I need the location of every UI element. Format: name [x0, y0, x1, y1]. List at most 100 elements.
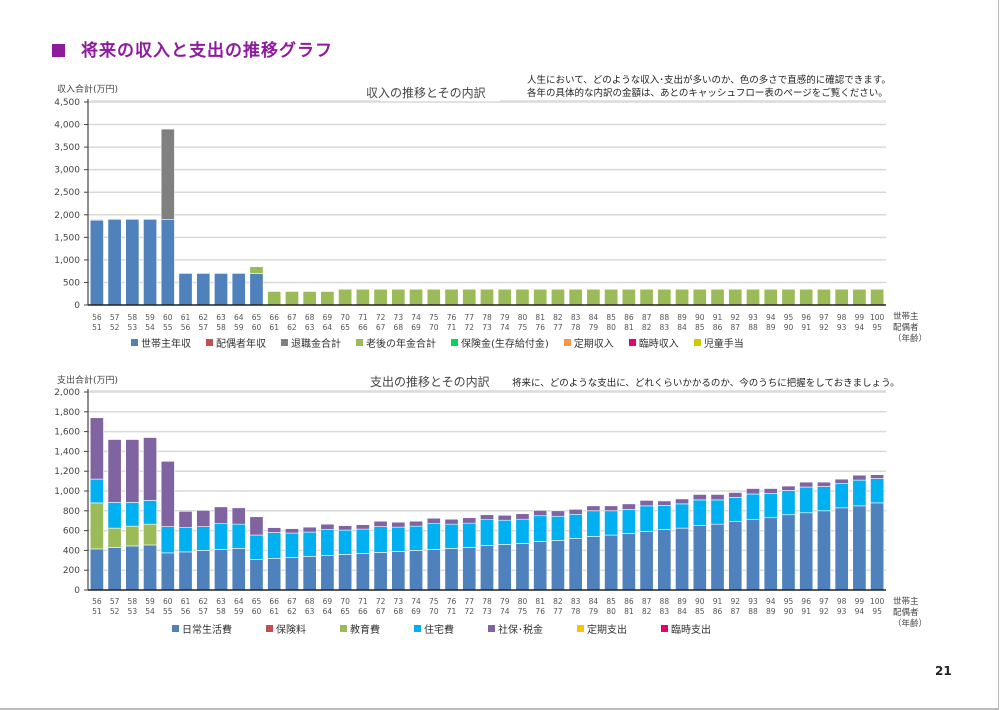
expense-x-tick-label-householder: 90: [695, 597, 705, 606]
expense-bar-segment: [799, 512, 814, 591]
expense-bar-segment: [533, 510, 548, 517]
expense-bar-segment: [320, 523, 335, 530]
expense-chart: 0 200 400 600 800 1,000 1,200 1,400 1,600 1,800 2,…: [54, 388, 886, 616]
income-bar-segment: [480, 288, 494, 306]
expense-y-tick-label: 1,400: [54, 447, 80, 457]
expense-bar-segment: [586, 510, 601, 537]
expense-legend-label: 臨時支出: [671, 625, 711, 636]
income-bar-segment: [870, 288, 885, 306]
expense-legend-swatch-icon: [266, 625, 273, 632]
expense-note-line-1: 将来に、どのような支出に、どれくらいかかるのか、今のうちに把握をしておきましょう…: [512, 378, 900, 389]
income-legend-label: 保険金(生存給付金): [461, 339, 549, 350]
expense-bar-segment: [568, 513, 583, 539]
income-x-tick-label-householder: 60: [163, 313, 173, 322]
expense-x-tick-label-householder: 67: [287, 597, 297, 606]
income-x-tick-label-householder: 75: [429, 313, 439, 322]
expense-x-tick-label-spouse: 84: [677, 607, 687, 616]
income-age-label-householder: 世帯主: [893, 312, 919, 322]
expense-bar-segment: [143, 437, 158, 501]
expense-bar-segment: [426, 549, 441, 591]
expense-bar-segment: [816, 486, 831, 512]
expense-x-tick-label-householder: 71: [358, 597, 368, 606]
income-bar-segment: [89, 219, 104, 306]
income-bar-segment: [621, 288, 636, 306]
expense-bar-segment: [125, 502, 140, 527]
income-bar-segment: [125, 218, 140, 306]
expense-bar-segment: [302, 531, 317, 557]
expense-bar-segment: [160, 526, 175, 554]
income-bar-segment: [178, 273, 193, 306]
income-y-tick-label: 2,500: [54, 188, 80, 198]
expense-x-tick-label-spouse: 71: [447, 607, 457, 616]
expense-bar-segment: [444, 523, 459, 549]
expense-bar-segment: [710, 523, 725, 591]
expense-y-tick-label: 800: [63, 507, 80, 517]
expense-x-tick-label-householder: 62: [198, 597, 208, 606]
expense-bar-segment: [621, 509, 636, 534]
income-x-tick-label-householder: 91: [713, 313, 723, 322]
income-bar-segment: [568, 288, 583, 306]
income-bar-segment: [692, 288, 707, 306]
income-legend-swatch-icon: [563, 339, 571, 346]
income-x-tick-label-spouse: 83: [660, 323, 670, 332]
income-bar-segment: [639, 288, 654, 306]
expense-legend-label: 住宅費: [424, 625, 454, 636]
income-bar-segment: [515, 288, 530, 306]
income-bar-segment: [409, 288, 424, 306]
expense-bar-segment: [870, 474, 885, 479]
expense-x-tick-label-householder: 60: [163, 597, 173, 606]
expense-bar-segment: [409, 525, 424, 551]
expense-x-tick-label-householder: 87: [642, 597, 652, 606]
expense-x-tick-label-householder: 56: [92, 597, 102, 606]
expense-bar-segment: [107, 502, 122, 529]
income-bar-segment: [444, 288, 459, 306]
expense-bar-segment: [746, 493, 760, 521]
expense-bar-segment: [391, 521, 406, 528]
income-x-tick-label-spouse: 90: [784, 323, 794, 332]
income-age-label-unit: （年齢）: [893, 334, 928, 344]
expense-bar-segment: [639, 531, 654, 591]
expense-bar-segment: [355, 524, 370, 530]
expense-y-tick-label: 600: [63, 527, 80, 537]
expense-y-tick-label: 1,200: [54, 467, 80, 477]
expense-bar-segment: [816, 510, 831, 591]
income-bar-segment: [160, 218, 175, 306]
expense-bar-segment: [621, 533, 636, 591]
expense-y-tick-label: 1,600: [54, 428, 80, 438]
expense-legend-swatch-icon: [172, 625, 179, 632]
income-x-tick-label-householder: 70: [340, 313, 350, 322]
expense-bar-segment: [267, 527, 282, 533]
expense-bar-segment: [675, 503, 690, 529]
income-x-tick-label-spouse: 54: [145, 323, 155, 332]
expense-x-tick-label-householder: 86: [624, 597, 634, 606]
income-chart-title: 収入の推移とその内訳: [366, 86, 486, 100]
expense-x-tick-label-householder: 99: [855, 597, 865, 606]
expense-x-tick-label-householder: 91: [713, 597, 723, 606]
income-x-tick-label-householder: 95: [784, 313, 794, 322]
expense-legend-label: 定期支出: [587, 625, 627, 636]
income-x-tick-label-spouse: 61: [269, 323, 279, 332]
income-legend-label: 臨時収入: [638, 339, 679, 350]
income-chart: 0 500 1,000 1,500 2,000 2,500 3,000 3,500 4,000 4…: [54, 98, 886, 332]
expense-bar-segment: [870, 502, 885, 591]
expense-bar-segment: [781, 485, 796, 491]
page-number: 21: [935, 664, 952, 678]
expense-bar-segment: [480, 514, 494, 521]
expense-legend: 日常生活費 保険料 教育費 住宅費 社保･税金 定期支出 臨時支出: [172, 621, 745, 636]
expense-x-tick-label-householder: 72: [376, 597, 386, 606]
income-x-tick-label-householder: 69: [323, 313, 333, 322]
income-legend-label: 老後の年金合計: [366, 339, 436, 350]
expense-x-tick-label-spouse: 92: [819, 607, 829, 616]
expense-x-tick-label-householder: 85: [606, 597, 616, 606]
expense-bar-segment: [746, 488, 760, 495]
expense-x-tick-label-spouse: 75: [518, 607, 528, 616]
expense-x-tick-label-spouse: 83: [660, 607, 670, 616]
income-x-tick-label-spouse: 62: [287, 323, 297, 332]
income-x-tick-label-spouse: 64: [323, 323, 333, 332]
expense-bar-segment: [143, 523, 158, 546]
expense-bar-segment: [444, 518, 459, 525]
expense-x-tick-label-householder: 89: [677, 597, 687, 606]
expense-bar-segment: [338, 525, 353, 531]
income-x-tick-label-householder: 68: [305, 313, 315, 322]
